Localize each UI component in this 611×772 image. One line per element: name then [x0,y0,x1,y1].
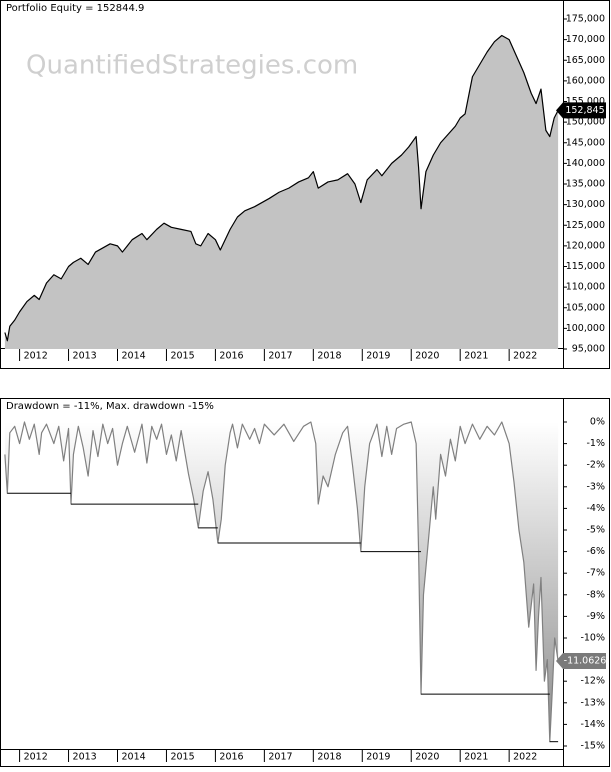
last-value-label: -11.0626 [564,655,607,666]
x-tick-label: 2015 [170,752,194,763]
y-tick-label: -14% [580,719,605,730]
y-tick-label: -3% [587,481,606,492]
y-tick-label: 175,000 [566,14,605,25]
x-tick-label: 2020 [415,752,439,763]
area-fill [4,422,559,742]
y-tick-label: -7% [587,568,606,579]
x-tick-label: 2014 [121,351,145,362]
x-tick-label: 2019 [366,351,390,362]
x-tick-label: 2016 [219,752,243,763]
y-tick-label: -13% [580,697,605,708]
last-value-label: 152,845 [565,105,604,116]
area-fill [4,35,559,349]
x-tick-label: 2015 [170,351,194,362]
y-tick-label: -1% [587,438,606,449]
y-tick-label: -10% [580,633,605,644]
y-tick-label: 120,000 [566,240,605,251]
y-tick-label: -15% [580,741,605,752]
y-tick-label: -6% [587,546,606,557]
x-tick-label: 2016 [219,351,243,362]
y-tick-label: -4% [587,503,606,514]
y-tick-label: 140,000 [566,158,605,169]
series-line [4,421,559,743]
y-tick-label: -9% [587,611,606,622]
y-tick-label: -8% [587,589,606,600]
x-tick-label: 2017 [268,752,292,763]
y-tick-label: -12% [580,676,605,687]
y-tick-label: 110,000 [566,282,605,293]
y-tick-label: 130,000 [566,199,605,210]
x-tick-label: 2018 [317,752,341,763]
y-tick-label: 145,000 [566,137,605,148]
series-line [4,34,559,342]
y-tick-label: 155,000 [566,96,605,107]
watermark: QuantifiedStrategies.com [26,51,358,81]
y-tick-label: 95,000 [572,344,605,355]
y-tick-label: 135,000 [566,179,605,190]
last-value-box [556,102,606,119]
x-tick-label: 2022 [513,351,537,362]
y-tick-label: -5% [587,525,606,536]
y-tick-label: 165,000 [566,55,605,66]
x-tick-label: 2020 [415,351,439,362]
x-tick-label: 2018 [317,351,341,362]
x-tick-label: 2017 [268,351,292,362]
panel-frame [0,0,610,369]
x-tick-label: 2022 [513,752,537,763]
y-tick-label: -2% [587,460,606,471]
x-tick-label: 2012 [24,351,48,362]
x-tick-label: 2021 [464,752,488,763]
y-tick-label: 100,000 [566,323,605,334]
panel-title: Portfolio Equity = 152844.9 [6,3,144,14]
y-tick-label: 160,000 [566,75,605,86]
x-tick-label: 2014 [121,752,145,763]
y-tick-label: 150,000 [566,117,605,128]
y-tick-label: 105,000 [566,302,605,313]
last-value-box [556,652,606,669]
panel-title: Drawdown = -11%, Max. drawdown -15% [6,401,214,412]
x-tick-label: 2012 [24,752,48,763]
panel-frame [0,398,610,767]
x-tick-label: 2013 [73,752,97,763]
y-tick-label: 0% [590,417,605,428]
y-tick-label: 115,000 [566,261,605,272]
x-tick-label: 2019 [366,752,390,763]
y-tick-label: 125,000 [566,220,605,231]
y-tick-label: 170,000 [566,34,605,45]
x-tick-label: 2021 [464,351,488,362]
x-tick-label: 2013 [73,351,97,362]
